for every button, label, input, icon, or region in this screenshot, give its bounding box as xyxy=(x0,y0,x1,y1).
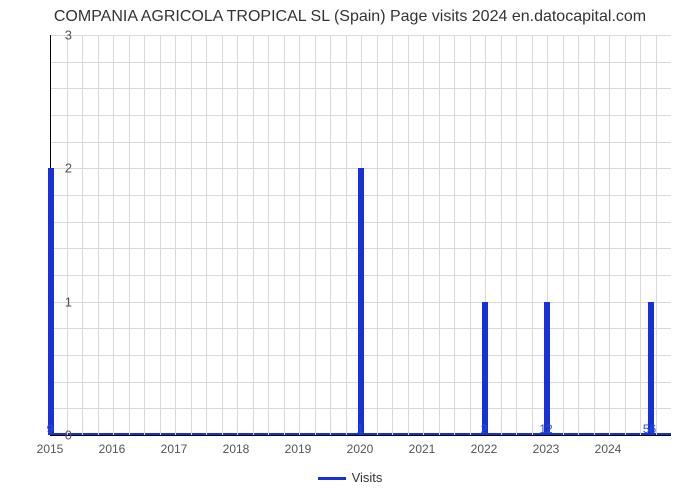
gridline-v-minor xyxy=(253,35,254,435)
gridline-v-minor xyxy=(98,35,99,435)
gridline-v-minor xyxy=(594,35,595,435)
gridline-v-minor xyxy=(160,35,161,435)
legend-swatch xyxy=(318,477,346,480)
gridline-v-minor xyxy=(439,35,440,435)
gridline-v-minor xyxy=(454,35,455,435)
x-value-label: 9 xyxy=(47,422,54,436)
x-value-label: 2 xyxy=(481,422,488,436)
gridline-v-minor xyxy=(392,35,393,435)
gridline-v-minor xyxy=(516,35,517,435)
gridline-v-minor xyxy=(206,35,207,435)
y-tick-label: 2 xyxy=(42,161,72,176)
series-spike xyxy=(544,302,550,435)
gridline-v-minor xyxy=(563,35,564,435)
gridline-v-minor xyxy=(532,35,533,435)
y-tick-label: 1 xyxy=(42,294,72,309)
gridline-v-minor xyxy=(625,35,626,435)
gridline-v-major xyxy=(113,35,114,435)
gridline-v-minor xyxy=(470,35,471,435)
x-tick-label: 2023 xyxy=(533,442,560,456)
gridline-v-major xyxy=(423,35,424,435)
gridline-v-minor xyxy=(578,35,579,435)
x-tick-label: 2018 xyxy=(223,442,250,456)
gridline-v-minor xyxy=(640,35,641,435)
gridline-v-minor xyxy=(268,35,269,435)
x-tick-label: 2024 xyxy=(595,442,622,456)
chart-title: COMPANIA AGRICOLA TROPICAL SL (Spain) Pa… xyxy=(0,8,700,26)
gridline-v-minor xyxy=(346,35,347,435)
gridline-v-minor xyxy=(377,35,378,435)
gridline-v-major xyxy=(299,35,300,435)
x-value-label: 56 xyxy=(643,422,656,436)
x-tick-label: 2022 xyxy=(471,442,498,456)
gridline-v-minor xyxy=(222,35,223,435)
gridline-v-minor xyxy=(656,35,657,435)
gridline-v-minor xyxy=(67,35,68,435)
legend: Visits xyxy=(0,470,700,485)
x-value-label: 12 xyxy=(539,422,552,436)
series-spike xyxy=(482,302,488,435)
series-spike xyxy=(358,168,364,435)
legend-label: Visits xyxy=(352,470,383,485)
gridline-v-minor xyxy=(284,35,285,435)
x-tick-label: 2021 xyxy=(409,442,436,456)
x-tick-label: 2019 xyxy=(285,442,312,456)
x-tick-label: 2016 xyxy=(99,442,126,456)
gridline-v-major xyxy=(237,35,238,435)
x-value-label: 1 xyxy=(357,422,364,436)
series-spike xyxy=(648,302,654,435)
x-tick-label: 2015 xyxy=(37,442,64,456)
x-tick-label: 2017 xyxy=(161,442,188,456)
gridline-v-minor xyxy=(501,35,502,435)
gridline-v-major xyxy=(175,35,176,435)
gridline-v-minor xyxy=(408,35,409,435)
gridline-v-minor xyxy=(144,35,145,435)
plot-area xyxy=(50,35,671,436)
gridline-v-minor xyxy=(129,35,130,435)
gridline-v-major xyxy=(609,35,610,435)
y-tick-label: 3 xyxy=(42,28,72,43)
gridline-v-minor xyxy=(330,35,331,435)
x-tick-label: 2020 xyxy=(347,442,374,456)
gridline-v-minor xyxy=(191,35,192,435)
gridline-v-minor xyxy=(82,35,83,435)
gridline-v-minor xyxy=(315,35,316,435)
